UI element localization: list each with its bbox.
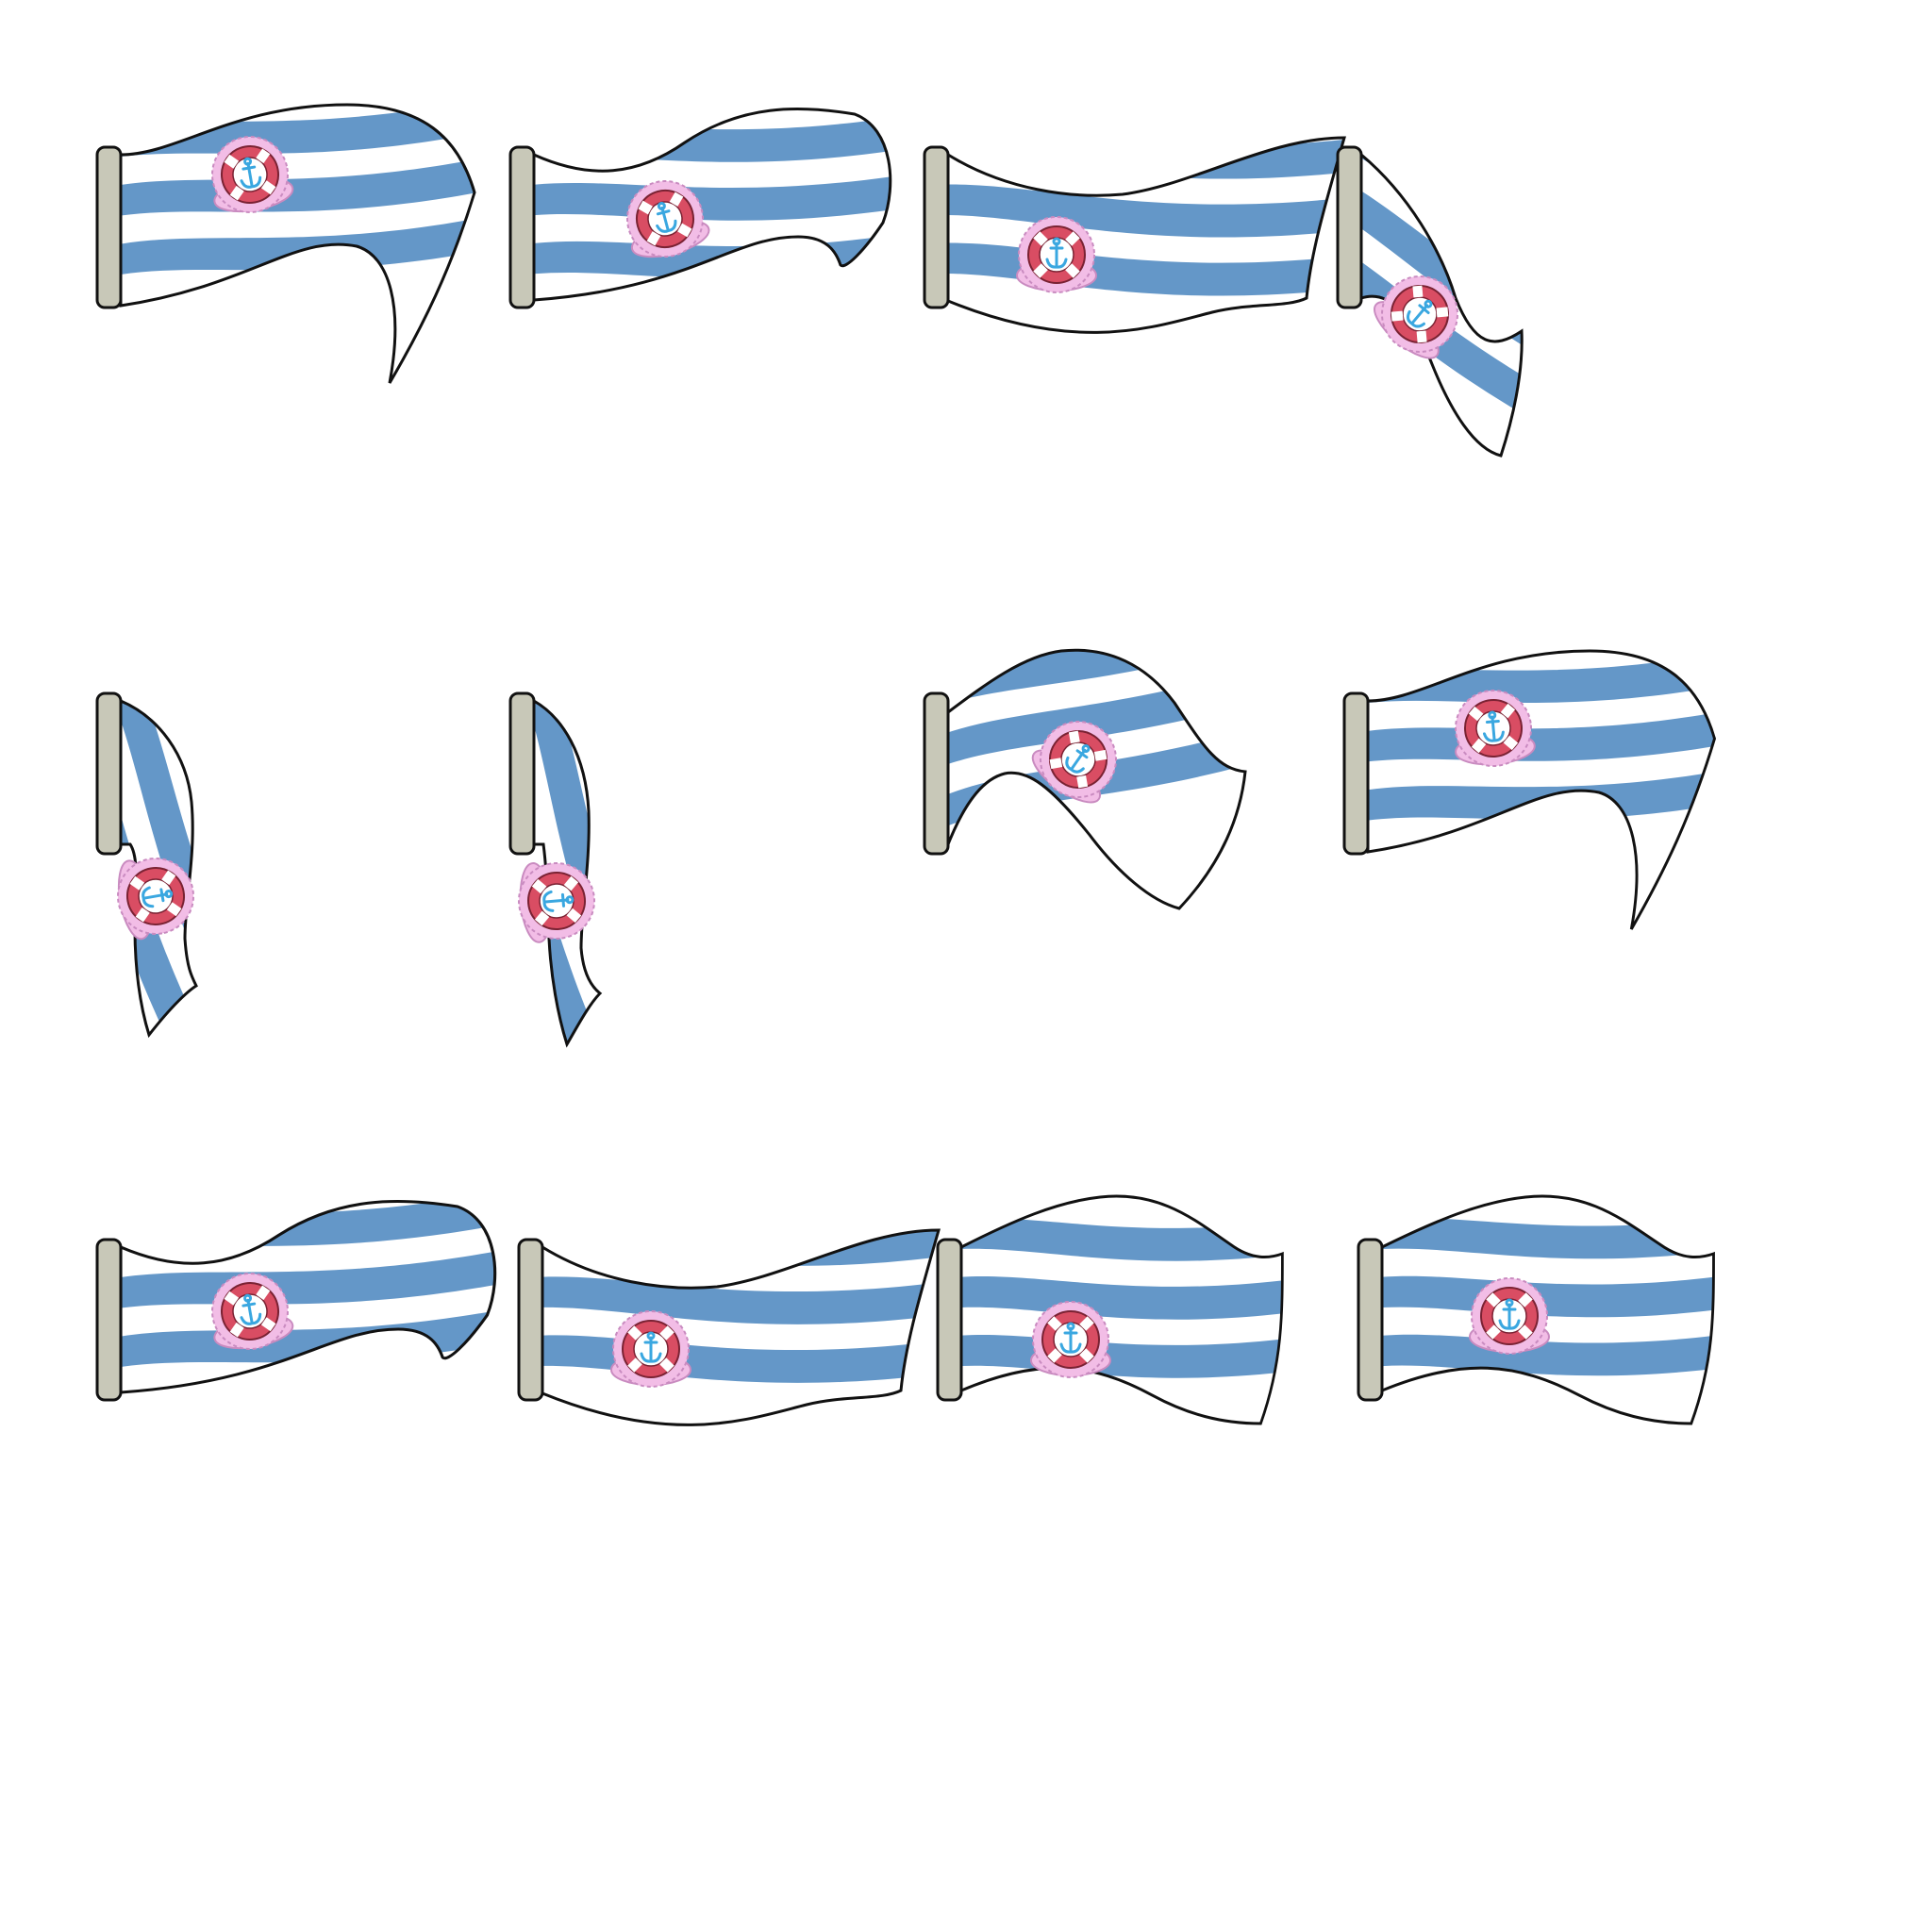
anchor-lifebuoy-emblem-icon <box>1470 1278 1549 1354</box>
flag-frame-12 <box>1337 1126 1875 1655</box>
anchor-lifebuoy-emblem-icon <box>611 1311 691 1387</box>
flagpole-icon <box>938 1240 961 1400</box>
flagpole-icon <box>924 147 948 308</box>
flagpole-icon <box>1344 693 1368 854</box>
flagpole-icon <box>924 693 948 854</box>
flagpole-icon <box>97 693 121 854</box>
anchor-lifebuoy-emblem-icon <box>1031 1302 1110 1377</box>
flagpole-icon <box>97 147 121 308</box>
flagpole-icon <box>97 1240 121 1400</box>
frames-layer <box>0 34 1880 1655</box>
flag-frame-6 <box>383 580 1053 1204</box>
flag-frame-4 <box>1246 34 1880 562</box>
flagpole-icon <box>519 1240 542 1400</box>
flagpole-icon <box>1338 147 1361 308</box>
flagpole-icon <box>510 147 534 308</box>
flag-frame-8 <box>1320 580 1876 1108</box>
anchor-lifebuoy-emblem-icon <box>1017 217 1096 292</box>
flagpole-icon <box>1358 1240 1382 1400</box>
flag-frame-10 <box>495 1126 1061 1655</box>
flagpole-icon <box>510 693 534 854</box>
